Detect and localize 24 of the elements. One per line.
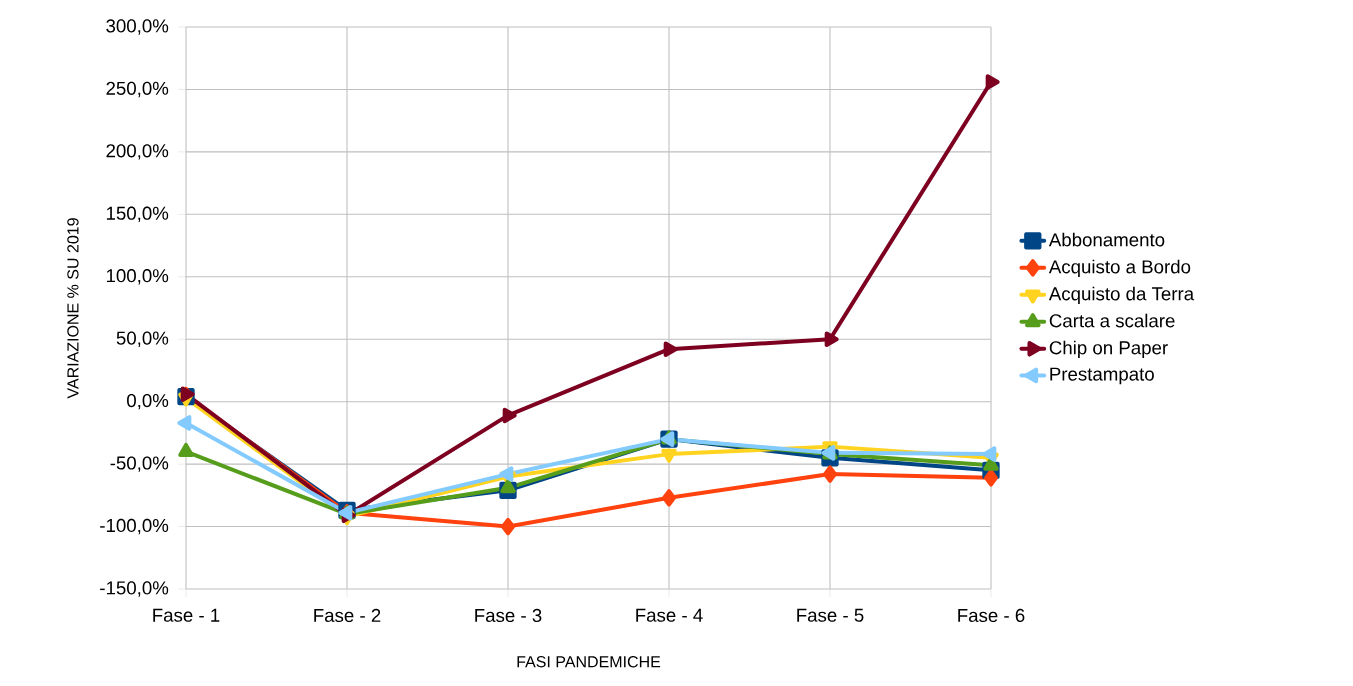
y-tick-label: -100,0% [100,518,169,535]
x-tick-label: Fase - 2 [314,608,381,623]
x-tick-label: Fase - 4 [636,608,703,622]
legend-label: Acquisto a Bordo [1048,259,1191,278]
legend-label: Carta a scalare [1049,313,1175,328]
y-tick-label: 200,0% [106,144,169,160]
y-tick-label: 250,0% [106,81,169,98]
y-tick-label: -150,0% [100,581,169,597]
legend-label: Abbonamento [1048,232,1165,247]
legend-label: Acquisto da Terra [1048,286,1195,305]
y-tick-label: 50,0% [116,331,169,347]
y-tick-label: 100,0% [106,269,169,285]
legend-label: Chip on Paper [1049,340,1168,359]
y-axis-title: VARIAZIONE % SU 2019 [67,218,79,399]
y-tick-label: -50,0% [110,456,169,472]
x-axis-title: FASI PANDEMICHE [517,656,661,668]
y-tick-label: 150,0% [106,206,169,223]
y-tick-label: 0,0% [127,393,169,410]
legend-label: Prestampato [1050,367,1154,385]
x-tick-label: Fase - 5 [797,608,864,622]
y-tick-label: 300,0% [106,19,169,35]
x-tick-label: Fase - 6 [958,608,1025,623]
x-tick-label: Fase - 1 [153,608,220,622]
x-tick-label: Fase - 3 [475,608,542,623]
